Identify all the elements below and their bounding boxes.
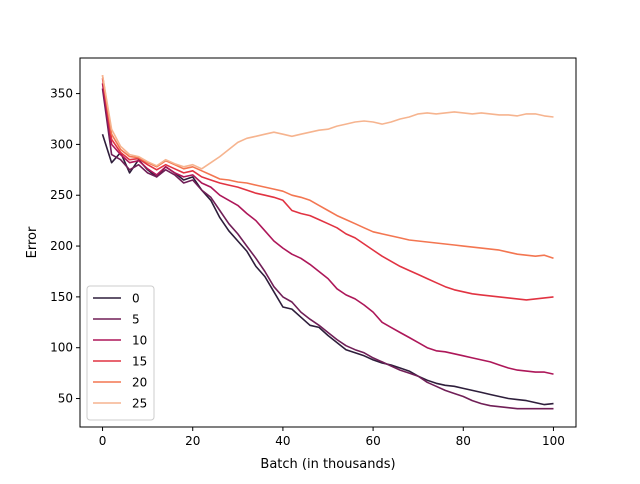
series-line-0 bbox=[101, 133, 554, 406]
y-tick-label: 50 bbox=[58, 392, 73, 406]
series-line-15 bbox=[101, 78, 554, 301]
legend-label-20: 20 bbox=[132, 376, 147, 390]
y-tick-label: 150 bbox=[50, 290, 73, 304]
y-axis-ticks: 50 100 150 200 250 300 350 bbox=[50, 87, 80, 406]
series-line-5 bbox=[101, 88, 554, 410]
y-tick-label: 300 bbox=[50, 137, 73, 151]
legend-label-10: 10 bbox=[132, 334, 147, 348]
y-axis-label: Error bbox=[25, 226, 40, 258]
x-tick-label: 20 bbox=[185, 434, 200, 448]
x-axis-label: Batch (in thousands) bbox=[260, 457, 395, 472]
x-tick-label: 0 bbox=[99, 434, 107, 448]
x-tick-label: 100 bbox=[542, 434, 565, 448]
y-tick-label: 350 bbox=[50, 87, 73, 101]
x-tick-label: 80 bbox=[456, 434, 471, 448]
series-line-25 bbox=[101, 75, 554, 170]
y-tick-label: 250 bbox=[50, 188, 73, 202]
series-line-20 bbox=[101, 75, 554, 260]
legend-label-25: 25 bbox=[132, 397, 147, 411]
legend-label-0: 0 bbox=[132, 292, 140, 306]
x-tick-label: 60 bbox=[365, 434, 380, 448]
legend-label-15: 15 bbox=[132, 355, 147, 369]
legend: 0 5 10 15 20 25 bbox=[86, 285, 155, 421]
x-tick-label: 40 bbox=[275, 434, 290, 448]
series-layer bbox=[101, 75, 554, 410]
plot-frame bbox=[79, 57, 577, 428]
legend-label-5: 5 bbox=[132, 313, 140, 327]
y-tick-label: 100 bbox=[50, 341, 73, 355]
series-line-10 bbox=[101, 83, 554, 375]
x-axis-ticks: 0 20 40 60 80 100 bbox=[99, 427, 565, 448]
y-tick-label: 200 bbox=[50, 239, 73, 253]
